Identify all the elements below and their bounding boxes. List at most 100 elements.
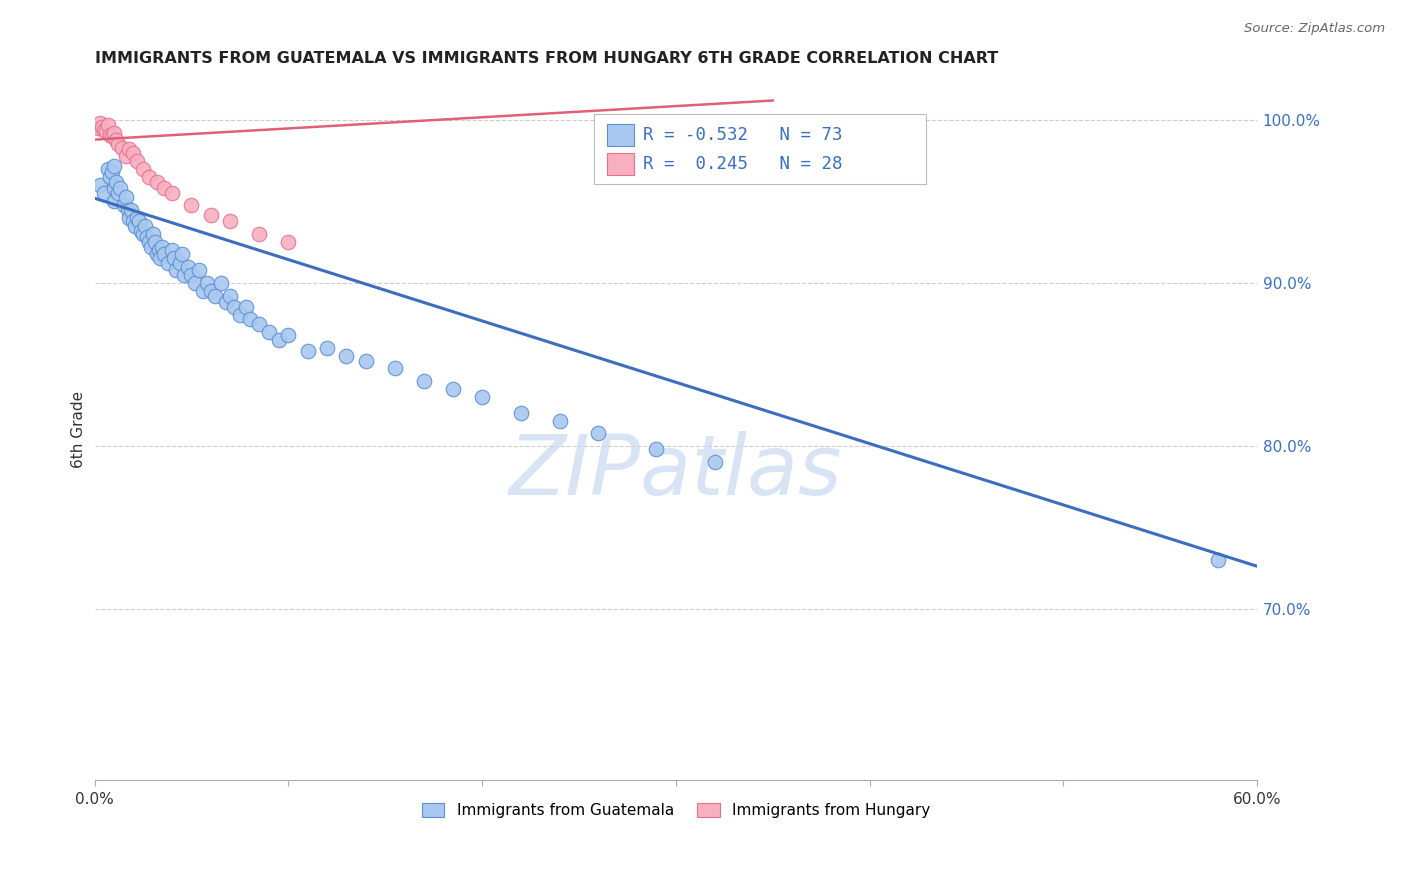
Point <box>176 260 198 274</box>
Text: Source: ZipAtlas.com: Source: ZipAtlas.com <box>1244 22 1385 36</box>
Point <box>184 276 207 290</box>
Point <box>104 175 127 189</box>
Point <box>200 207 222 221</box>
Text: R = -0.532   N = 73: R = -0.532 N = 73 <box>644 126 844 144</box>
Point <box>89 178 111 193</box>
Point <box>204 289 226 303</box>
Point <box>195 276 218 290</box>
Point <box>114 149 136 163</box>
Point <box>297 344 319 359</box>
Point <box>703 116 725 130</box>
Point <box>209 276 232 290</box>
Point <box>165 263 187 277</box>
Point <box>138 169 160 184</box>
Point <box>91 120 114 134</box>
Bar <box>606 124 634 146</box>
Point <box>222 301 245 315</box>
Point <box>239 311 262 326</box>
Point <box>335 349 357 363</box>
Point <box>98 169 121 184</box>
Y-axis label: 6th Grade: 6th Grade <box>72 391 86 468</box>
Point <box>191 284 214 298</box>
Point <box>170 246 193 260</box>
Point <box>117 202 139 217</box>
Point <box>247 317 270 331</box>
Point <box>509 406 531 420</box>
Point <box>108 181 131 195</box>
Point <box>200 284 222 298</box>
Point <box>139 240 162 254</box>
Point <box>101 165 124 179</box>
Point <box>733 120 755 134</box>
Point <box>645 442 668 456</box>
Point <box>129 224 152 238</box>
Point <box>548 414 571 428</box>
Point <box>132 161 155 176</box>
Point <box>1208 553 1230 567</box>
Point <box>93 186 115 201</box>
Point <box>703 455 725 469</box>
Point <box>138 235 160 250</box>
Point <box>114 189 136 203</box>
Point <box>180 268 202 282</box>
Point <box>103 194 125 209</box>
Point <box>173 268 195 282</box>
Point <box>471 390 494 404</box>
Point <box>96 124 118 138</box>
Point <box>229 309 252 323</box>
Point <box>257 325 280 339</box>
Legend: Immigrants from Guatemala, Immigrants from Hungary: Immigrants from Guatemala, Immigrants fr… <box>415 797 936 824</box>
Point <box>267 333 290 347</box>
Point <box>163 252 186 266</box>
Point <box>145 175 167 189</box>
Point <box>247 227 270 241</box>
Point <box>98 128 121 142</box>
Point <box>150 240 173 254</box>
Point <box>103 181 125 195</box>
Point <box>101 129 124 144</box>
Point <box>93 123 115 137</box>
Point <box>188 263 211 277</box>
Point <box>169 256 191 270</box>
Point <box>316 341 339 355</box>
Point <box>160 244 183 258</box>
Point <box>127 153 149 168</box>
Point <box>153 181 176 195</box>
Point <box>145 246 167 260</box>
Point <box>124 219 146 233</box>
Point <box>103 159 125 173</box>
Point <box>97 118 120 132</box>
Point <box>97 161 120 176</box>
Point <box>160 186 183 201</box>
Point <box>103 126 125 140</box>
Point <box>157 256 180 270</box>
Point <box>122 214 145 228</box>
Point <box>122 145 145 160</box>
Text: ZIPatlas: ZIPatlas <box>509 431 842 512</box>
Point <box>120 202 142 217</box>
Point <box>107 186 129 201</box>
Point <box>104 133 127 147</box>
Point <box>219 214 242 228</box>
Point <box>135 230 157 244</box>
Text: IMMIGRANTS FROM GUATEMALA VS IMMIGRANTS FROM HUNGARY 6TH GRADE CORRELATION CHART: IMMIGRANTS FROM GUATEMALA VS IMMIGRANTS … <box>94 51 998 66</box>
Point <box>111 141 134 155</box>
Point <box>148 244 170 258</box>
Point <box>128 214 150 228</box>
Point <box>215 295 238 310</box>
FancyBboxPatch shape <box>595 114 925 185</box>
Point <box>277 235 299 250</box>
Point <box>134 219 156 233</box>
Point <box>118 142 141 156</box>
Point <box>588 425 610 440</box>
Point <box>132 227 155 241</box>
Point <box>127 211 149 225</box>
Point <box>277 328 299 343</box>
Point <box>87 121 110 136</box>
Point <box>384 360 406 375</box>
Point <box>441 382 464 396</box>
Point <box>143 235 166 250</box>
Text: R =  0.245   N = 28: R = 0.245 N = 28 <box>644 155 844 173</box>
Point <box>118 211 141 225</box>
Bar <box>606 153 634 175</box>
